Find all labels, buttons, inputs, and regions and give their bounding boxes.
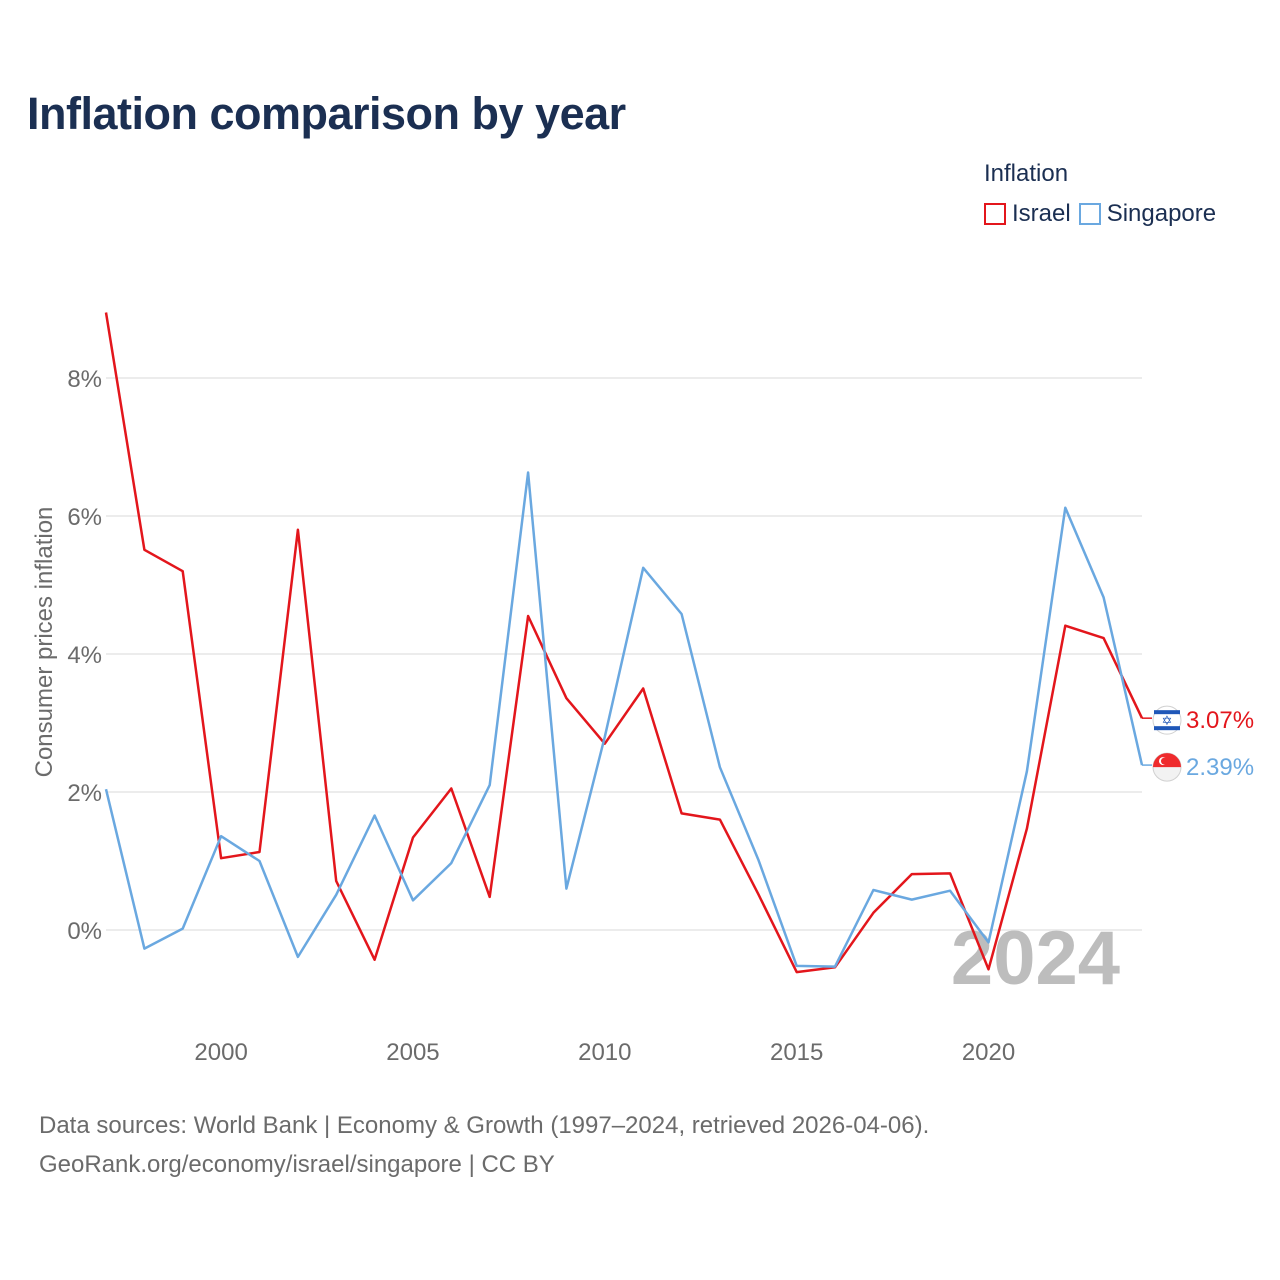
series-line-israel	[104, 312, 1144, 974]
series-line-singapore	[104, 471, 1144, 968]
legend-item-israel[interactable]: Israel	[984, 200, 1071, 228]
end-label-singapore: 2.39%	[1142, 752, 1254, 782]
y-tick-label: 0%	[67, 918, 102, 945]
series-lines	[104, 312, 1144, 974]
chart-title: Inflation comparison by year	[27, 88, 626, 139]
singapore-flag-icon	[1152, 752, 1182, 782]
legend-item-singapore[interactable]: Singapore	[1078, 200, 1217, 228]
legend-label-singapore: Singapore	[1106, 200, 1217, 227]
y-axis-label: Consumer prices inflation	[31, 507, 58, 778]
source-note: Data sources: World Bank | Economy & Gro…	[39, 1112, 930, 1139]
y-tick-label: 6%	[67, 504, 102, 531]
legend-swatch-singapore	[1078, 203, 1101, 225]
x-tick-label: 2015	[770, 1039, 823, 1066]
end-value-label: 3.07%	[1186, 707, 1254, 734]
x-tick-label: 2005	[386, 1039, 439, 1066]
footer: Data sources: World Bank | Economy & Gro…	[39, 1106, 929, 1184]
y-tick-label: 2%	[67, 780, 102, 807]
legend-title: Inflation	[984, 160, 1069, 187]
attribution-link[interactable]: GeoRank.org/economy/israel/singapore | C…	[39, 1151, 555, 1178]
end-label-israel: ✡ 3.07%	[1142, 705, 1254, 735]
x-tick-labels: 2000 2005 2010 2015 2020	[194, 1039, 1015, 1066]
x-tick-label: 2010	[578, 1039, 631, 1066]
israel-flag-icon: ✡	[1152, 705, 1182, 735]
y-tick-label: 8%	[67, 366, 102, 393]
y-tick-labels: 0% 2% 4% 6% 8%	[67, 366, 102, 945]
end-labels: ✡ 3.07% 2.39%	[1142, 705, 1254, 782]
legend-swatch-israel	[984, 203, 1006, 225]
svg-text:✡: ✡	[1162, 714, 1173, 729]
legend-label-israel: Israel	[1012, 200, 1071, 227]
y-tick-label: 4%	[67, 642, 102, 669]
x-tick-label: 2000	[194, 1039, 247, 1066]
legend: Inflation Israel Singapore	[984, 160, 1216, 228]
x-tick-label: 2020	[962, 1039, 1015, 1066]
end-value-label: 2.39%	[1186, 754, 1254, 781]
year-watermark: 2024	[951, 916, 1120, 1001]
